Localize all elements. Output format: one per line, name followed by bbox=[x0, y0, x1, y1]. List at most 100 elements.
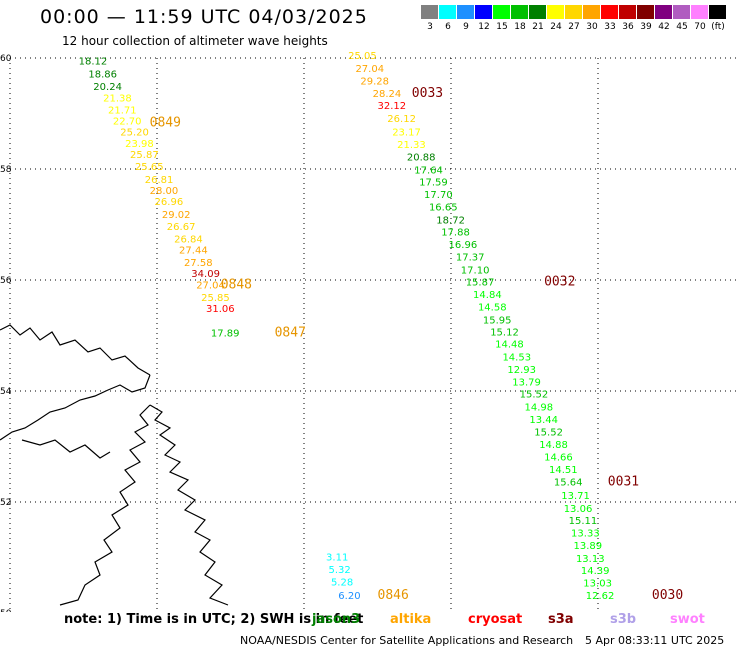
swh-reading: 15.87 bbox=[466, 278, 495, 289]
swh-reading: 21.38 bbox=[103, 93, 132, 104]
satellite-name-s3a: s3a bbox=[548, 612, 574, 627]
legend-swatch bbox=[637, 5, 654, 19]
legend-label: 15 bbox=[496, 22, 508, 32]
lat-tick-label: 60 bbox=[0, 54, 12, 64]
swh-reading: 22.70 bbox=[113, 117, 142, 128]
swh-reading: 13.71 bbox=[561, 491, 590, 502]
satellite-name-s3b: s3b bbox=[610, 612, 637, 627]
legend-label: 36 bbox=[622, 22, 634, 32]
legend-label: 6 bbox=[445, 22, 451, 32]
swh-reading: 34.09 bbox=[191, 269, 220, 280]
satellite-name-jason3: jason3 bbox=[312, 612, 361, 627]
lat-tick-label: 52 bbox=[0, 498, 11, 508]
satellite-name-altika: altika bbox=[390, 612, 432, 627]
note-line: note: 1) Time is in UTC; 2) SWH is in fe… bbox=[64, 612, 363, 627]
swh-reading: 13.44 bbox=[529, 415, 558, 426]
swh-reading: 32.12 bbox=[378, 101, 407, 112]
legend-swatch bbox=[619, 5, 636, 19]
legend-label: (ft) bbox=[711, 22, 725, 32]
legend-swatch bbox=[601, 5, 618, 19]
swh-reading: 14.84 bbox=[473, 290, 502, 301]
swh-reading: 5.32 bbox=[329, 565, 351, 576]
legend-swatch bbox=[475, 5, 492, 19]
swh-reading: 14.51 bbox=[549, 465, 578, 476]
swh-reading: 15.95 bbox=[483, 315, 512, 326]
swh-reading: 16.96 bbox=[449, 240, 478, 251]
legend-label: 12 bbox=[478, 22, 490, 32]
pass-time-label: 0849 bbox=[150, 115, 181, 130]
swh-reading: 17.89 bbox=[211, 329, 240, 340]
pass-time-label: 0033 bbox=[412, 86, 443, 101]
satellite-name-cryosat: cryosat bbox=[468, 612, 523, 627]
swh-reading: 17.64 bbox=[414, 165, 443, 176]
swh-reading: 17.10 bbox=[461, 265, 490, 276]
swh-reading: 21.33 bbox=[397, 140, 426, 151]
pass-time-label: 0846 bbox=[378, 588, 409, 603]
swh-reading: 26.84 bbox=[174, 234, 203, 245]
pass-time-label: 0032 bbox=[544, 275, 575, 290]
swh-reading: 27.04 bbox=[196, 280, 225, 291]
swh-reading: 13.06 bbox=[564, 504, 593, 515]
swh-reading: 17.70 bbox=[424, 190, 453, 201]
legend-swatch bbox=[673, 5, 690, 19]
swh-reading: 18.72 bbox=[436, 215, 465, 226]
swh-reading: 14.53 bbox=[502, 352, 531, 363]
generated-timestamp: 5 Apr 08:33:11 UTC 2025 bbox=[585, 634, 725, 647]
swh-reading: 12.93 bbox=[507, 365, 536, 376]
swh-reading: 6.20 bbox=[338, 591, 360, 602]
legend-label: 70 bbox=[694, 22, 706, 32]
swh-reading: 26.67 bbox=[167, 222, 196, 233]
legend-label: 33 bbox=[604, 22, 616, 32]
lat-tick-label: 54 bbox=[0, 387, 12, 397]
note-text: note: 1) Time is in UTC; 2) SWH is in fe… bbox=[64, 612, 364, 627]
legend-label: 21 bbox=[532, 22, 544, 32]
swh-reading: 13.79 bbox=[512, 377, 541, 388]
swh-reading: 27.58 bbox=[184, 258, 213, 269]
swh-reading: 15.12 bbox=[490, 328, 519, 339]
legend-swatch bbox=[493, 5, 510, 19]
coastline bbox=[0, 324, 229, 606]
legend-label: 45 bbox=[676, 22, 688, 32]
swh-reading: 14.66 bbox=[544, 452, 573, 463]
legend-swatch bbox=[529, 5, 546, 19]
swh-reading: 12.62 bbox=[586, 591, 615, 602]
map-subtitle: 12 hour collection of altimeter wave hei… bbox=[62, 34, 328, 48]
swh-reading: 23.98 bbox=[125, 139, 154, 150]
swh-reading: 25.20 bbox=[120, 128, 149, 139]
legend-label: 18 bbox=[514, 22, 526, 32]
legend-swatch bbox=[655, 5, 672, 19]
swh-reading: 20.88 bbox=[407, 153, 436, 164]
legend-swatch bbox=[709, 5, 726, 19]
swh-reading: 13.13 bbox=[576, 554, 605, 565]
legend-label: 9 bbox=[463, 22, 469, 32]
legend-label: 42 bbox=[658, 22, 670, 32]
swh-reading: 28.24 bbox=[373, 89, 402, 100]
swh-reading: 21.71 bbox=[108, 106, 137, 117]
swh-reading: 13.89 bbox=[574, 541, 603, 552]
swh-reading: 26.96 bbox=[155, 197, 184, 208]
swh-reading: 23.17 bbox=[392, 128, 421, 139]
swh-reading: 26.81 bbox=[145, 175, 174, 186]
swh-reading: 14.39 bbox=[581, 566, 610, 577]
legend-label: 24 bbox=[550, 22, 562, 32]
swh-reading: 14.88 bbox=[539, 440, 568, 451]
legend-swatch bbox=[439, 5, 456, 19]
legend-swatch bbox=[457, 5, 474, 19]
swh-reading: 14.58 bbox=[478, 303, 507, 314]
axis-ticks: 605856545250-60-57-54-51-48-45 bbox=[0, 54, 12, 612]
legend-swatch bbox=[511, 5, 528, 19]
swh-reading: 15.52 bbox=[534, 427, 563, 438]
swh-reading: 20.24 bbox=[93, 82, 122, 93]
swh-reading: 17.37 bbox=[456, 253, 485, 264]
legend-swatch bbox=[583, 5, 600, 19]
legend-label: 3 bbox=[427, 22, 433, 32]
legend-swatch bbox=[565, 5, 582, 19]
pass-time-label: 0848 bbox=[221, 277, 252, 292]
swh-reading: 27.04 bbox=[355, 64, 384, 75]
swh-reading: 27.44 bbox=[179, 245, 208, 256]
legend-swatch bbox=[547, 5, 564, 19]
legend-label: 27 bbox=[568, 22, 580, 32]
pass-time-label: 0847 bbox=[275, 326, 306, 341]
swh-reading: 18.12 bbox=[79, 57, 108, 68]
